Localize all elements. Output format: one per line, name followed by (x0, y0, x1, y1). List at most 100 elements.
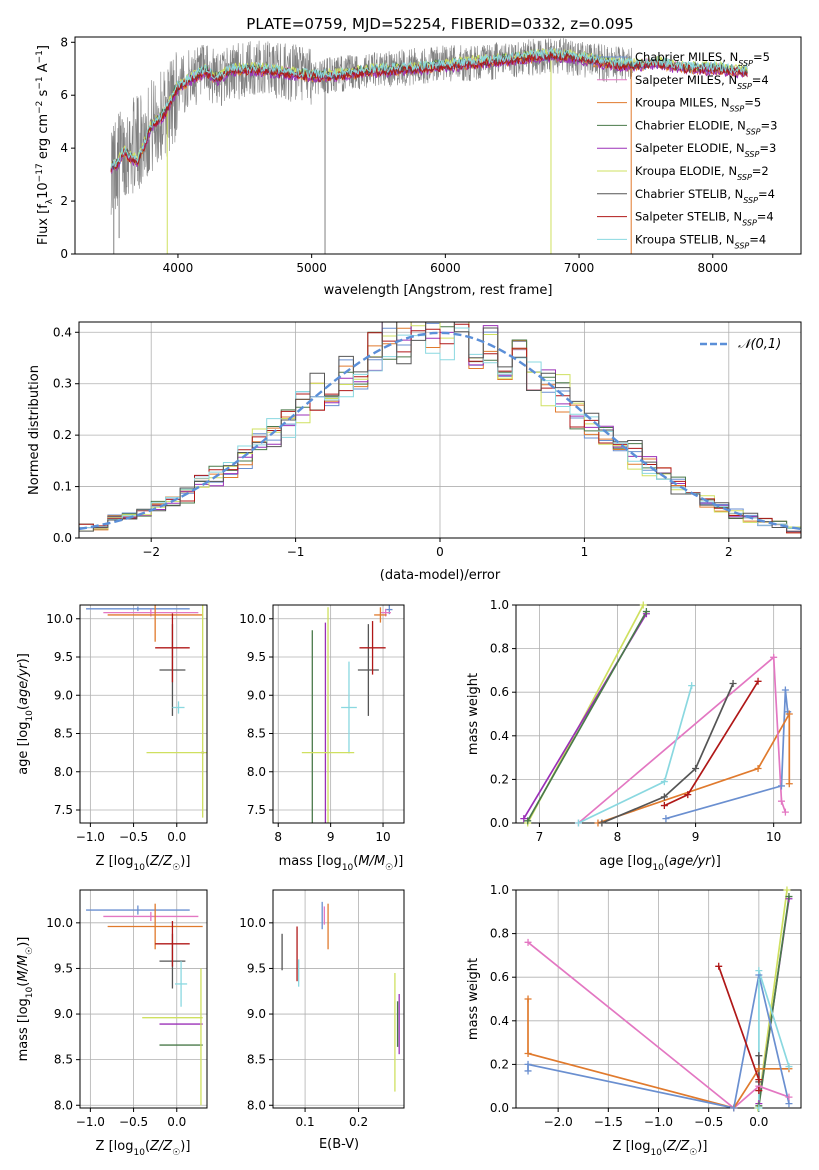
y-tick-label: 7.5 (54, 803, 73, 817)
y-tick-label: 1.0 (490, 883, 509, 897)
legend-entry: Kroupa STELIB, NSSP=4 (635, 232, 766, 250)
x-tick-label: 7 (536, 830, 544, 844)
x-tick-label: −1 (287, 545, 305, 559)
x-tick-label: 0.1 (296, 1115, 315, 1129)
y-tick-label: 0.8 (490, 642, 509, 656)
y-tick-label: 1.0 (490, 598, 509, 612)
panel-residuals: −2 −1 0 1 2 0.0 0.1 0.2 0.3 0.4 𝒩(0,1) (data-model)… (27, 321, 802, 583)
x-tick-label: 0.0 (167, 1115, 186, 1129)
y-tick-label: 8.5 (54, 727, 73, 741)
x-axis-label: Z [log10(Z/Z☉)] (96, 854, 191, 873)
gaussian-curve (79, 331, 801, 531)
legend-entry: Kroupa MILES, NSSP=5 (635, 96, 761, 114)
panel-mass-weight-vs-age: 7 8 9 10 0.0 0.2 0.4 0.6 0.8 1.0 age [log10(age/yr… (466, 598, 802, 873)
plus-marker (785, 710, 793, 718)
plus-marker (783, 886, 791, 894)
x-tick-label: −1.0 (644, 1115, 673, 1129)
legend-entry: 𝒩(0,1) (738, 337, 781, 352)
legend-entry: Salpeter MILES, NSSP=4 (635, 73, 769, 91)
y-tick-label: 0.4 (53, 325, 72, 339)
x-axis-label: E(B-V) (319, 1137, 359, 1152)
spectrum-legend: Chabrier MILES, NSSP=5 Salpeter MILES, NS… (597, 50, 777, 250)
plus-marker (662, 815, 670, 823)
x-tick-label: −2.0 (544, 1115, 573, 1129)
y-tick-label: 0.1 (53, 480, 72, 494)
histogram-series (79, 322, 801, 532)
legend-entry: Salpeter ELODIE, NSSP=3 (635, 141, 776, 159)
y-tick-label: 0 (60, 247, 68, 261)
plus-marker (692, 765, 700, 772)
plus-marker (715, 962, 723, 970)
plus-marker (777, 782, 785, 790)
x-tick-label: −2 (142, 545, 160, 559)
plus-marker (524, 1060, 532, 1068)
y-axis-label: mass weight (466, 673, 481, 755)
y-tick-label: 6 (60, 88, 68, 102)
legend-entry: Chabrier STELIB, NSSP=4 (635, 187, 775, 205)
plus-marker (755, 1065, 763, 1073)
y-tick-label: 10.0 (239, 612, 266, 626)
plus-marker (524, 817, 532, 825)
plus-marker (785, 893, 793, 901)
plus-marker (785, 780, 793, 788)
x-tick-label: 5000 (296, 261, 327, 275)
plot-area (86, 605, 207, 818)
x-tick-label: 0.0 (749, 1115, 768, 1129)
mass-weight-line (717, 966, 760, 1091)
plot-area (523, 605, 791, 823)
x-axis-label: Z [log10(Z/Z☉)] (613, 1139, 708, 1158)
y-tick-label: 10.0 (46, 916, 73, 930)
x-axis-label: wavelength [Angstrom, rest frame] (324, 283, 553, 298)
plus-marker (639, 601, 647, 609)
plus-marker (781, 686, 789, 694)
plus-marker (755, 1104, 763, 1112)
plus-marker (598, 819, 606, 827)
plus-marker (524, 1067, 532, 1075)
y-tick-label: 9.0 (54, 688, 73, 702)
x-tick-label: 0.0 (167, 830, 186, 844)
y-tick-label: 0.0 (490, 816, 509, 830)
y-tick-label: 9.0 (247, 688, 266, 702)
y-tick-label: 10.0 (46, 612, 73, 626)
mass-weight-line (601, 683, 734, 823)
panel-age-vs-mass: 8 9 10 7.5 8.0 8.5 9.0 9.5 10.0 mass [log10(M/M☉)… (239, 604, 405, 873)
legend-entry: Chabrier MILES, NSSP=5 (635, 50, 770, 68)
panel-spectrum: 4000 5000 6000 7000 8000 0 2 4 6 8 Chabrier MILES,… (35, 35, 802, 298)
panel-age-vs-Z: −1.0 −0.5 0.0 7.5 8.0 8.5 9.0 9.5 10.0 Z [log10(Z… (16, 604, 208, 873)
model-spectrum-line (110, 46, 748, 169)
plus-marker (730, 1104, 738, 1112)
y-tick-label: 0.3 (53, 377, 72, 391)
figure-title: PLATE=0759, MJD=52254, FIBERID=0332, z=0… (246, 15, 633, 33)
panel-mass-weight-vs-Z: −2.0 −1.5 −1.0 −0.5 0.0 0.0 0.2 0.4 0.6 0.8 1.0 Z [… (466, 883, 802, 1158)
y-tick-label: 9.5 (54, 961, 73, 975)
x-tick-label: 8 (614, 830, 622, 844)
y-tick-label: 0.2 (490, 772, 509, 786)
y-axis-label: age [log10(age/yr)] (16, 653, 35, 775)
x-tick-label: 4000 (163, 261, 194, 275)
axes-frame (79, 604, 208, 824)
x-tick-label: 6000 (430, 261, 461, 275)
x-tick-label: 2 (725, 545, 733, 559)
plus-marker (524, 995, 532, 1003)
y-axis-label: mass [log10(M/M☉)] (16, 937, 35, 1062)
x-axis-label: mass [log10(M/M☉)] (279, 854, 404, 873)
plus-marker (785, 1100, 793, 1108)
plus-marker (754, 677, 762, 685)
x-tick-label: 10 (375, 830, 390, 844)
mass-weight-line (527, 941, 790, 1108)
y-axis-label: Flux [fλ10−17 erg cm−2 s−1 A−1] (35, 45, 55, 245)
y-tick-label: 9.5 (247, 961, 266, 975)
x-tick-label: 8 (274, 830, 282, 844)
mass-weight-line (665, 689, 789, 820)
y-tick-label: 0.2 (490, 1057, 509, 1071)
x-tick-label: 9 (692, 830, 700, 844)
x-axis-label: Z [log10(Z/Z☉)] (96, 1139, 191, 1158)
plot-area (86, 903, 203, 1106)
plus-marker (660, 802, 668, 810)
y-tick-label: 0.6 (490, 970, 509, 984)
histogram-series (79, 327, 801, 529)
plus-marker (755, 1076, 763, 1084)
legend-entry: Salpeter STELIB, NSSP=4 (635, 210, 774, 228)
y-tick-label: 8.0 (54, 765, 73, 779)
